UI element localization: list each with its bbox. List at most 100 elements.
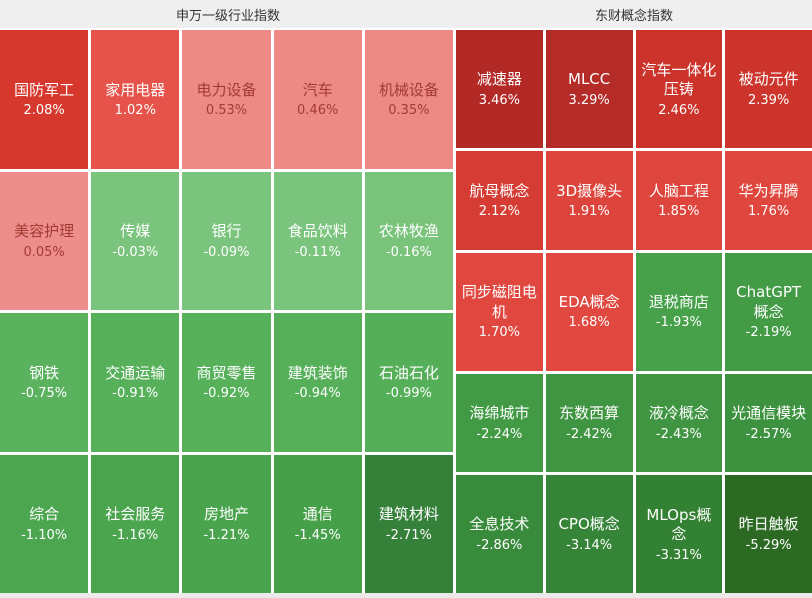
index-change-value: -1.16% <box>112 527 159 543</box>
heatmap-cell[interactable]: 光通信模块 -2.57% <box>725 373 812 472</box>
heatmap-cell[interactable]: 退税商店 -1.93% <box>635 252 723 371</box>
heatmap-cell[interactable]: 昨日触板 -5.29% <box>725 475 812 593</box>
index-change-value: -0.09% <box>203 244 250 260</box>
heatmap-cell[interactable]: 机械设备 0.35% <box>364 30 453 169</box>
header: 申万一级行业指数 东财概念指数 <box>0 0 812 28</box>
heatmap-cell[interactable]: 通信 -1.45% <box>273 454 362 593</box>
heatmap-cell[interactable]: 减速器 3.46% <box>456 30 543 148</box>
heatmap-cell[interactable]: 建筑装饰 -0.94% <box>273 313 362 452</box>
index-name-label: 退税商店 <box>648 292 709 311</box>
index-change-value: -0.99% <box>385 386 432 401</box>
heatmap-cell[interactable]: MLCC 3.29% <box>545 30 633 148</box>
index-name-label: 海绵城市 <box>469 404 530 422</box>
heatmap-cell[interactable]: 农林牧渔 -0.16% <box>364 171 453 310</box>
index-change-value: 1.02% <box>114 103 156 118</box>
index-name-label: 国防军工 <box>14 80 75 99</box>
heatmap-cell[interactable]: 汽车 0.46% <box>273 30 362 169</box>
heatmap-cell[interactable]: 航母概念 2.12% <box>456 151 543 250</box>
index-name-label: 减速器 <box>476 70 522 89</box>
heatmap-cell[interactable]: 3D摄像头 1.91% <box>545 151 633 250</box>
index-name-label: 综合 <box>29 505 60 523</box>
index-name-label: 建筑材料 <box>378 505 439 523</box>
index-change-value: -1.93% <box>655 315 702 331</box>
index-change-value: -0.91% <box>112 386 159 401</box>
index-name-label: 航母概念 <box>469 181 530 200</box>
index-change-value: -2.86% <box>476 537 523 553</box>
heatmap-cell[interactable]: 商贸零售 -0.92% <box>182 313 271 452</box>
index-name-label: 家用电器 <box>105 80 166 99</box>
index-change-value: -5.29% <box>745 537 792 553</box>
industry-index-grid: 国防军工 2.08% 家用电器 1.02% 电力设备 0.53% 汽车 0.46… <box>0 30 453 593</box>
index-change-value: 0.46% <box>297 103 339 118</box>
heatmap-cell[interactable]: 综合 -1.10% <box>0 454 89 593</box>
index-name-label: 3D摄像头 <box>556 181 623 200</box>
index-change-value: -3.31% <box>655 547 702 563</box>
index-change-value: -2.71% <box>385 527 432 543</box>
heatmap-cell[interactable]: 美容护理 0.05% <box>0 171 89 310</box>
index-change-value: 2.39% <box>747 92 790 108</box>
heatmap-cell[interactable]: 国防军工 2.08% <box>0 30 89 169</box>
index-change-value: 1.76% <box>747 204 790 219</box>
heatmap-cell[interactable]: 石油石化 -0.99% <box>364 313 453 452</box>
index-change-value: 2.46% <box>658 102 700 118</box>
index-name-label: 被动元件 <box>738 70 799 89</box>
heatmap-cell[interactable]: 被动元件 2.39% <box>725 30 812 148</box>
index-name-label: 银行 <box>211 222 242 240</box>
index-change-value: -1.21% <box>203 527 250 543</box>
heatmap-cell[interactable]: ChatGPT概念 -2.19% <box>725 252 812 371</box>
index-change-value: -0.92% <box>203 386 250 401</box>
index-change-value: -2.43% <box>655 426 702 442</box>
index-change-value: -1.10% <box>21 527 68 543</box>
index-change-value: -2.57% <box>745 426 792 442</box>
index-name-label: 昨日触板 <box>738 515 799 534</box>
index-change-value: -2.19% <box>745 325 792 340</box>
index-name-label: MLOps概念 <box>646 505 712 544</box>
index-name-label: 钢铁 <box>29 363 60 382</box>
index-change-value: -0.94% <box>294 386 341 401</box>
heatmap-cell[interactable]: 同步磁阻电机 1.70% <box>456 252 543 371</box>
index-name-label: 汽车一体化压铸 <box>641 60 717 99</box>
heatmap-cell[interactable]: 房地产 -1.21% <box>182 454 271 593</box>
index-name-label: 商贸零售 <box>196 363 257 382</box>
heatmap-cell[interactable]: 建筑材料 -2.71% <box>364 454 453 593</box>
index-change-value: -0.75% <box>21 386 68 401</box>
heatmap-cell[interactable]: MLOps概念 -3.31% <box>635 475 723 593</box>
heatmap-cell[interactable]: 银行 -0.09% <box>182 171 271 310</box>
heatmap-cell[interactable]: 东数西算 -2.42% <box>545 373 633 472</box>
heatmap-cell[interactable]: 传媒 -0.03% <box>91 171 180 310</box>
heatmap-cell[interactable]: 华为昇腾 1.76% <box>725 151 812 250</box>
index-change-value: -0.16% <box>385 244 432 260</box>
heatmap-cell[interactable]: 交通运输 -0.91% <box>91 313 180 452</box>
index-change-value: 2.12% <box>478 204 521 219</box>
index-change-value: 1.91% <box>568 204 610 219</box>
heatmap-cell[interactable]: 家用电器 1.02% <box>91 30 180 169</box>
index-change-value: -2.42% <box>566 426 613 442</box>
heatmap-cell[interactable]: 全息技术 -2.86% <box>456 475 543 593</box>
index-change-value: 2.08% <box>23 103 65 118</box>
heatmap-cell[interactable]: 社会服务 -1.16% <box>91 454 180 593</box>
index-change-value: -0.03% <box>112 244 159 260</box>
heatmap-cell[interactable]: 食品饮料 -0.11% <box>273 171 362 310</box>
index-name-label: 美容护理 <box>14 222 75 240</box>
index-change-value: 0.05% <box>23 244 65 260</box>
index-name-label: 人脑工程 <box>648 181 709 200</box>
index-name-label: 同步磁阻电机 <box>461 283 537 321</box>
index-change-value: -0.11% <box>294 244 341 260</box>
heatmap-cell[interactable]: 钢铁 -0.75% <box>0 313 89 452</box>
heatmap-cell[interactable]: 电力设备 0.53% <box>182 30 271 169</box>
bottom-strip <box>0 593 812 598</box>
index-change-value: 1.85% <box>658 204 700 219</box>
index-name-label: 农林牧渔 <box>378 222 439 240</box>
heatmap-cell[interactable]: 汽车一体化压铸 2.46% <box>635 30 723 148</box>
index-change-value: 1.68% <box>568 315 610 331</box>
heatmap-cell[interactable]: 海绵城市 -2.24% <box>456 373 543 472</box>
heatmap-cell[interactable]: 液冷概念 -2.43% <box>635 373 723 472</box>
index-name-label: 交通运输 <box>105 363 166 382</box>
heatmap-cell[interactable]: CPO概念 -3.14% <box>545 475 633 593</box>
heatmap-cell[interactable]: EDA概念 1.68% <box>545 252 633 371</box>
index-name-label: 光通信模块 <box>731 404 807 422</box>
heatmap-cell[interactable]: 人脑工程 1.85% <box>635 151 723 250</box>
index-name-label: 全息技术 <box>469 515 530 534</box>
index-change-value: 3.29% <box>568 92 610 108</box>
index-change-value: 3.46% <box>478 92 521 108</box>
